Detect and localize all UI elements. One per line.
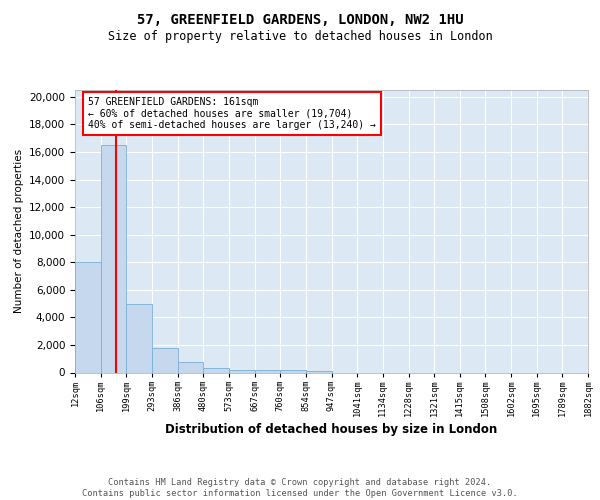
Bar: [178, 362, 203, 372]
Text: Contains HM Land Registry data © Crown copyright and database right 2024.
Contai: Contains HM Land Registry data © Crown c…: [82, 478, 518, 498]
Y-axis label: Number of detached properties: Number of detached properties: [14, 149, 23, 314]
Bar: [127, 304, 152, 372]
Bar: [203, 368, 229, 372]
Bar: [306, 371, 331, 372]
Bar: [152, 348, 178, 372]
Bar: [229, 370, 254, 372]
Text: Size of property relative to detached houses in London: Size of property relative to detached ho…: [107, 30, 493, 43]
Bar: [280, 370, 306, 372]
Bar: [101, 145, 127, 372]
Bar: [75, 262, 101, 372]
Bar: [254, 370, 280, 372]
X-axis label: Distribution of detached houses by size in London: Distribution of detached houses by size …: [166, 423, 497, 436]
Text: 57, GREENFIELD GARDENS, LONDON, NW2 1HU: 57, GREENFIELD GARDENS, LONDON, NW2 1HU: [137, 12, 463, 26]
Text: 57 GREENFIELD GARDENS: 161sqm
← 60% of detached houses are smaller (19,704)
40% : 57 GREENFIELD GARDENS: 161sqm ← 60% of d…: [88, 97, 376, 130]
